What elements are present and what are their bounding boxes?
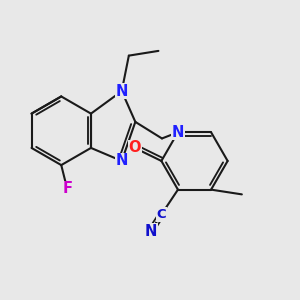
Text: O: O [128,140,141,155]
Text: N: N [116,84,128,99]
Text: C: C [157,208,166,221]
Text: N: N [145,224,157,238]
Text: N: N [172,125,184,140]
Text: F: F [62,181,72,196]
Text: N: N [116,153,128,168]
